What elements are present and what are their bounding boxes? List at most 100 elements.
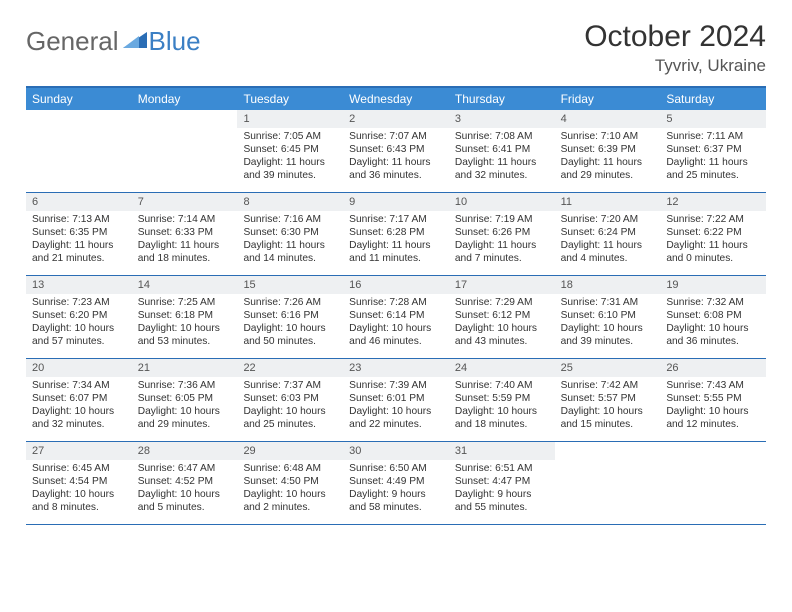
day-cell: 26Sunrise: 7:43 AMSunset: 5:55 PMDayligh…: [660, 359, 766, 441]
day-number: 14: [132, 276, 238, 294]
month-title: October 2024: [584, 20, 766, 54]
day-number: 28: [132, 442, 238, 460]
day-number: 7: [132, 193, 238, 211]
day-number: 23: [343, 359, 449, 377]
sunset-text: Sunset: 4:49 PM: [349, 475, 443, 488]
day-number: 10: [449, 193, 555, 211]
sunrise-text: Sunrise: 7:36 AM: [138, 379, 232, 392]
sunset-text: Sunset: 6:28 PM: [349, 226, 443, 239]
daylight-text: Daylight: 10 hours and 50 minutes.: [243, 322, 337, 348]
sunset-text: Sunset: 6:20 PM: [32, 309, 126, 322]
daylight-text: Daylight: 10 hours and 15 minutes.: [561, 405, 655, 431]
daylight-text: Daylight: 11 hours and 11 minutes.: [349, 239, 443, 265]
day-cell: 24Sunrise: 7:40 AMSunset: 5:59 PMDayligh…: [449, 359, 555, 441]
sunset-text: Sunset: 6:12 PM: [455, 309, 549, 322]
daylight-text: Daylight: 10 hours and 36 minutes.: [666, 322, 760, 348]
daylight-text: Daylight: 10 hours and 5 minutes.: [138, 488, 232, 514]
day-cell: 5Sunrise: 7:11 AMSunset: 6:37 PMDaylight…: [660, 110, 766, 192]
sunset-text: Sunset: 6:45 PM: [243, 143, 337, 156]
day-cell: 14Sunrise: 7:25 AMSunset: 6:18 PMDayligh…: [132, 276, 238, 358]
day-number: 4: [555, 110, 661, 128]
sunrise-text: Sunrise: 7:28 AM: [349, 296, 443, 309]
sunset-text: Sunset: 5:57 PM: [561, 392, 655, 405]
day-cell: 12Sunrise: 7:22 AMSunset: 6:22 PMDayligh…: [660, 193, 766, 275]
day-number: 20: [26, 359, 132, 377]
day-number: 21: [132, 359, 238, 377]
header: General Blue October 2024 Tyvriv, Ukrain…: [26, 20, 766, 76]
sunrise-text: Sunrise: 7:11 AM: [666, 130, 760, 143]
day-number: 30: [343, 442, 449, 460]
daylight-text: Daylight: 10 hours and 29 minutes.: [138, 405, 232, 431]
sunset-text: Sunset: 6:10 PM: [561, 309, 655, 322]
sunset-text: Sunset: 6:08 PM: [666, 309, 760, 322]
sunset-text: Sunset: 6:14 PM: [349, 309, 443, 322]
day-cell: 29 Sunrise: 6:48 AMSunset: 4:50 PMDayligh…: [237, 442, 343, 524]
day-number: 29: [237, 442, 343, 460]
sunset-text: Sunset: 4:54 PM: [32, 475, 126, 488]
day-number: 31: [449, 442, 555, 460]
sunset-text: Sunset: 6:18 PM: [138, 309, 232, 322]
daylight-text: Daylight: 10 hours and 25 minutes.: [243, 405, 337, 431]
daylight-text: Daylight: 9 hours and 55 minutes.: [455, 488, 549, 514]
sunrise-text: Sunrise: 7:40 AM: [455, 379, 549, 392]
day-number: 16: [343, 276, 449, 294]
logo: General Blue: [26, 20, 201, 57]
daylight-text: Daylight: 11 hours and 0 minutes.: [666, 239, 760, 265]
day-number: 5: [660, 110, 766, 128]
daylight-text: Daylight: 9 hours and 58 minutes.: [349, 488, 443, 514]
weekday-header: Tuesday: [237, 88, 343, 110]
day-cell: 23 Sunrise: 7:39 AMSunset: 6:01 PMDayligh…: [343, 359, 449, 441]
sunset-text: Sunset: 6:05 PM: [138, 392, 232, 405]
day-number: 26: [660, 359, 766, 377]
sunrise-text: Sunrise: 7:10 AM: [561, 130, 655, 143]
sunset-text: Sunset: 4:50 PM: [243, 475, 337, 488]
sunrise-text: Sunrise: 7:42 AM: [561, 379, 655, 392]
sunrise-text: Sunrise: 7:29 AM: [455, 296, 549, 309]
sunrise-text: Sunrise: 6:48 AM: [243, 462, 337, 475]
day-number: 25: [555, 359, 661, 377]
day-number: 1: [237, 110, 343, 128]
daylight-text: Daylight: 11 hours and 39 minutes.: [243, 156, 337, 182]
day-number: 13: [26, 276, 132, 294]
sunrise-text: Sunrise: 7:08 AM: [455, 130, 549, 143]
sunset-text: Sunset: 6:01 PM: [349, 392, 443, 405]
title-block: October 2024 Tyvriv, Ukraine: [584, 20, 766, 76]
day-cell: 20Sunrise: 7:34 AMSunset: 6:07 PMDayligh…: [26, 359, 132, 441]
day-number: 15: [237, 276, 343, 294]
daylight-text: Daylight: 11 hours and 29 minutes.: [561, 156, 655, 182]
sunset-text: Sunset: 6:33 PM: [138, 226, 232, 239]
sunrise-text: Sunrise: 7:39 AM: [349, 379, 443, 392]
sunrise-text: Sunrise: 7:34 AM: [32, 379, 126, 392]
sunset-text: Sunset: 6:30 PM: [243, 226, 337, 239]
calendar: Sunday Monday Tuesday Wednesday Thursday…: [26, 86, 766, 525]
daylight-text: Daylight: 10 hours and 22 minutes.: [349, 405, 443, 431]
day-cell: 18Sunrise: 7:31 AMSunset: 6:10 PMDayligh…: [555, 276, 661, 358]
day-cell: 31Sunrise: 6:51 AMSunset: 4:47 PMDayligh…: [449, 442, 555, 524]
sunset-text: Sunset: 6:26 PM: [455, 226, 549, 239]
sunset-text: Sunset: 6:35 PM: [32, 226, 126, 239]
day-cell: 17Sunrise: 7:29 AMSunset: 6:12 PMDayligh…: [449, 276, 555, 358]
sunrise-text: Sunrise: 7:26 AM: [243, 296, 337, 309]
day-cell: 25 Sunrise: 7:42 AMSunset: 5:57 PMDayligh…: [555, 359, 661, 441]
sunrise-text: Sunrise: 7:17 AM: [349, 213, 443, 226]
sunrise-text: Sunrise: 7:22 AM: [666, 213, 760, 226]
daylight-text: Daylight: 10 hours and 2 minutes.: [243, 488, 337, 514]
sunset-text: Sunset: 4:47 PM: [455, 475, 549, 488]
daylight-text: Daylight: 11 hours and 14 minutes.: [243, 239, 337, 265]
sunrise-text: Sunrise: 7:20 AM: [561, 213, 655, 226]
sunrise-text: Sunrise: 7:05 AM: [243, 130, 337, 143]
day-cell: [555, 442, 661, 524]
sunset-text: Sunset: 5:55 PM: [666, 392, 760, 405]
daylight-text: Daylight: 10 hours and 46 minutes.: [349, 322, 443, 348]
day-number: 19: [660, 276, 766, 294]
day-number: 18: [555, 276, 661, 294]
sunrise-text: Sunrise: 7:23 AM: [32, 296, 126, 309]
day-cell: 21 Sunrise: 7:36 AMSunset: 6:05 PMDayligh…: [132, 359, 238, 441]
daylight-text: Daylight: 10 hours and 57 minutes.: [32, 322, 126, 348]
sunrise-text: Sunrise: 7:19 AM: [455, 213, 549, 226]
week-row: 1Sunrise: 7:05 AMSunset: 6:45 PMDaylight…: [26, 110, 766, 193]
day-cell: 8Sunrise: 7:16 AMSunset: 6:30 PMDaylight…: [237, 193, 343, 275]
daylight-text: Daylight: 10 hours and 8 minutes.: [32, 488, 126, 514]
daylight-text: Daylight: 10 hours and 18 minutes.: [455, 405, 549, 431]
sunrise-text: Sunrise: 7:43 AM: [666, 379, 760, 392]
